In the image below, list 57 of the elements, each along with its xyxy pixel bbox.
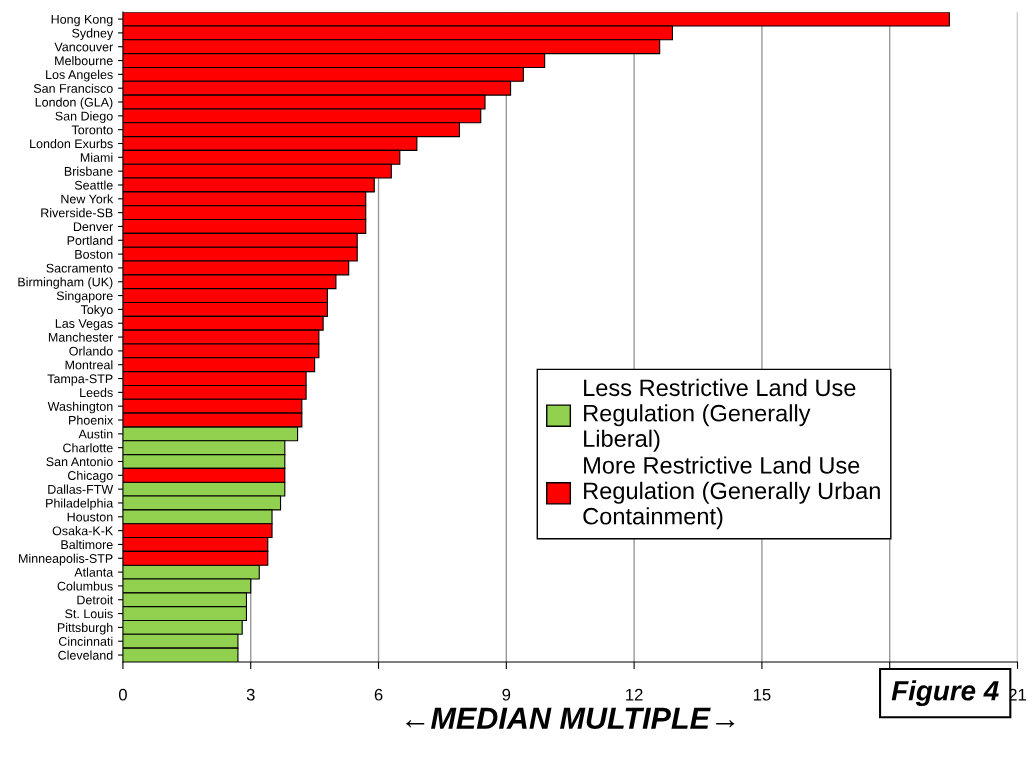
y-tick-label: London Exurbs <box>30 138 113 149</box>
y-tick-label: Los Angeles <box>46 69 113 82</box>
x-tick-label: 3 <box>246 688 255 701</box>
x-axis-title: ←MEDIAN MULTIPLE→ <box>406 707 735 730</box>
y-tick-label: Baltimore <box>61 539 113 550</box>
y-tick-label: Vancouver <box>54 42 113 52</box>
legend-label: More Restrictive Land Use Regulation (Generally Urban Containment) <box>583 456 880 530</box>
y-tick-label: Sydney <box>72 28 114 41</box>
caption: Figure 4 <box>891 680 999 707</box>
y-tick-label: Philadelphia <box>46 498 114 511</box>
x-tick-label: 6 <box>374 688 383 701</box>
y-tick-label: Denver <box>73 222 113 232</box>
y-tick-label: San Antonio <box>46 456 113 467</box>
y-tick-label: Charlotte <box>63 443 113 453</box>
y-tick-label: Orlando <box>69 346 113 356</box>
y-tick-label: Portland <box>67 235 113 245</box>
y-tick-label: New York <box>61 194 114 204</box>
y-tick-label: San Diego <box>55 111 113 123</box>
x-tick-label: 0 <box>118 688 127 701</box>
y-tick-label: Chicago <box>67 470 113 483</box>
y-tick-label: Hong Kong <box>51 15 113 27</box>
y-tick-label: Birmingham (UK) <box>18 277 113 289</box>
y-tick-label: Riverside-SB <box>41 208 113 218</box>
y-tick-label: St. Louis <box>65 609 113 619</box>
y-tick-label: Seattle <box>74 180 113 190</box>
y-tick-label: Washington <box>47 401 113 414</box>
y-tick-label: Melbourne <box>55 56 113 66</box>
y-tick-label: Dallas-FTW <box>48 484 114 494</box>
y-tick-label: London (GLA) <box>35 97 113 110</box>
y-tick-label: Toronto <box>71 125 113 135</box>
y-tick-label: Singapore <box>56 291 113 303</box>
y-tick-label: Tampa-STP <box>47 374 113 386</box>
y-tick-label: Miami <box>80 152 113 162</box>
y-tick-label: Tokyo <box>80 304 113 317</box>
y-tick-label: Manchester <box>48 332 113 342</box>
y-tick-label: Leeds <box>80 387 113 398</box>
y-tick-label: Phoenix <box>69 415 114 425</box>
x-tick-label: 12 <box>626 688 643 701</box>
y-tick-label: Minneapolis-STP <box>19 553 113 566</box>
y-tick-label: Houston <box>67 512 113 522</box>
legend-label: Less Restrictive Land Use Regulation (Generally Liberal) <box>584 378 856 452</box>
y-tick-label: Montreal <box>65 360 113 370</box>
y-tick-label: Cleveland <box>58 650 113 660</box>
x-tick-label: 15 <box>753 688 771 701</box>
y-tick-label: Osaka-K-K <box>52 526 114 536</box>
y-tick-label: Brisbane <box>64 166 113 176</box>
y-tick-label: Las Vegas <box>55 319 113 331</box>
y-tick-label: Columbus <box>57 581 113 591</box>
y-tick-label: Detroit <box>77 595 114 605</box>
y-tick-label: Austin <box>78 429 113 439</box>
y-tick-label: Cincinnati <box>58 636 113 646</box>
x-tick-label: 9 <box>502 688 511 701</box>
y-tick-label: Boston <box>75 250 113 259</box>
y-tick-label: San Francisco <box>33 83 113 93</box>
y-tick-label: Sacramento <box>46 263 113 273</box>
y-tick-label: Atlanta <box>74 567 114 577</box>
y-tick-label: Pittsburgh <box>57 622 113 635</box>
